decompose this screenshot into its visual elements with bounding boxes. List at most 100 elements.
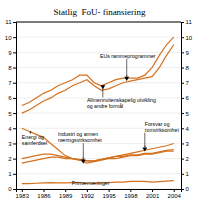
tick-label: 1995 xyxy=(102,193,116,199)
tick-label: 11 xyxy=(186,19,193,25)
grid-line xyxy=(16,52,181,53)
annotations: EUs rammeprogrammer Allmennvitenskapelig … xyxy=(22,53,180,186)
tick-mark xyxy=(13,22,16,23)
tick-mark xyxy=(65,189,66,192)
tick: 2004 xyxy=(168,189,182,199)
tick: 5 xyxy=(181,111,190,117)
tick: 4 xyxy=(181,126,190,132)
series-line xyxy=(22,128,174,161)
annotation-text: Industri og annennæringsvirksomhet xyxy=(58,131,102,143)
tick-label: 0 xyxy=(8,186,12,192)
tick-mark xyxy=(13,113,16,114)
tick: 8 xyxy=(181,65,190,71)
tick-mark xyxy=(181,143,184,144)
tick-label: 11 xyxy=(5,19,12,25)
annotation-marker xyxy=(81,160,86,164)
tick: 6 xyxy=(181,95,190,101)
tick-mark xyxy=(13,68,16,69)
tick: 0 xyxy=(181,186,190,192)
tick: 3 xyxy=(181,141,190,147)
annotation: EUs rammeprogrammer xyxy=(100,53,156,81)
tick: 1995 xyxy=(102,189,116,199)
tick-label: 3 xyxy=(186,141,190,147)
tick-label: 2001 xyxy=(146,193,160,199)
tick: 3 xyxy=(8,141,16,147)
tick: 9 xyxy=(8,50,16,56)
tick-label: 2 xyxy=(186,156,190,162)
series-line xyxy=(22,37,174,105)
tick-label: 6 xyxy=(186,95,190,101)
annotation-line: EUs rammeprogrammer xyxy=(100,53,156,59)
tick-mark xyxy=(181,68,184,69)
annotation-text: Energi ogsamferdsel xyxy=(22,134,47,146)
grid xyxy=(16,22,181,189)
tick-label: 1 xyxy=(8,171,12,177)
tick: 11 xyxy=(5,19,16,25)
tick-mark xyxy=(181,174,184,175)
tick: 2 xyxy=(8,156,16,162)
grid-line xyxy=(16,22,181,23)
annotation-line: samferdsel xyxy=(22,140,47,146)
lines xyxy=(22,37,174,184)
tick: 2001 xyxy=(146,189,160,199)
tick-mark xyxy=(181,113,184,114)
tick-label: 1998 xyxy=(124,193,138,199)
annotation: Primærnæringer xyxy=(72,180,110,186)
tick-mark xyxy=(181,37,184,38)
tick-mark xyxy=(181,98,184,99)
tick-label: 6 xyxy=(8,95,12,101)
x-axis: 19831986198919921995199820012004 xyxy=(16,189,182,199)
tick-mark xyxy=(87,189,88,192)
tick-label: 1992 xyxy=(81,193,95,199)
grid-line xyxy=(16,67,181,68)
tick: 8 xyxy=(8,65,16,71)
y-axis: 01234567891011 xyxy=(5,19,17,192)
tick-mark xyxy=(181,22,184,23)
annotation-text: Primærnæringer xyxy=(72,180,110,186)
tick-label: 4 xyxy=(8,126,12,132)
tick: 1989 xyxy=(59,189,73,199)
tick: 1 xyxy=(8,171,16,177)
tick-mark xyxy=(174,189,175,192)
tick-label: 10 xyxy=(186,35,193,41)
annotation: Allmennvitenskapelig utviklingog andre f… xyxy=(87,85,156,109)
tick: 7 xyxy=(181,80,190,86)
y2-axis: 01234567891011 xyxy=(181,19,193,192)
tick-mark xyxy=(44,189,45,192)
axis-line xyxy=(17,190,182,193)
grid-line xyxy=(16,82,181,83)
annotation-text: EUs rammeprogrammer xyxy=(100,53,156,59)
tick-mark xyxy=(13,37,16,38)
grid-line xyxy=(16,37,181,38)
tick: 6 xyxy=(8,95,16,101)
tick-mark xyxy=(13,143,16,144)
tick-label: 9 xyxy=(8,50,12,56)
tick-label: 0 xyxy=(186,186,190,192)
tick: 2 xyxy=(181,156,190,162)
tick-label: 7 xyxy=(8,80,12,86)
tick-mark xyxy=(109,189,110,192)
tick: 1983 xyxy=(16,189,30,199)
tick-label: 1989 xyxy=(59,193,73,199)
tick-label: 2 xyxy=(8,156,12,162)
series-line xyxy=(22,151,174,163)
tick-mark xyxy=(13,83,16,84)
annotation-text: Allmennvitenskapelig utviklingog andre f… xyxy=(87,97,156,109)
tick-mark xyxy=(13,98,16,99)
tick: 1998 xyxy=(124,189,138,199)
tick-mark xyxy=(181,128,184,129)
annotation: Industri og annennæringsvirksomhet xyxy=(58,131,102,163)
tick-label: 10 xyxy=(5,35,12,41)
tick-mark xyxy=(13,52,16,53)
annotation: Forsvar ogromvirksomhet xyxy=(142,121,179,152)
tick-label: 1983 xyxy=(16,193,30,199)
tick-label: 2004 xyxy=(168,193,182,199)
tick: 0 xyxy=(8,186,16,192)
tick-mark xyxy=(13,128,16,129)
tick: 10 xyxy=(5,35,16,41)
frame-top xyxy=(16,22,181,23)
tick-label: 8 xyxy=(186,65,190,71)
tick: 1 xyxy=(181,171,190,177)
tick-label: 3 xyxy=(8,141,12,147)
grid-line xyxy=(16,113,181,114)
